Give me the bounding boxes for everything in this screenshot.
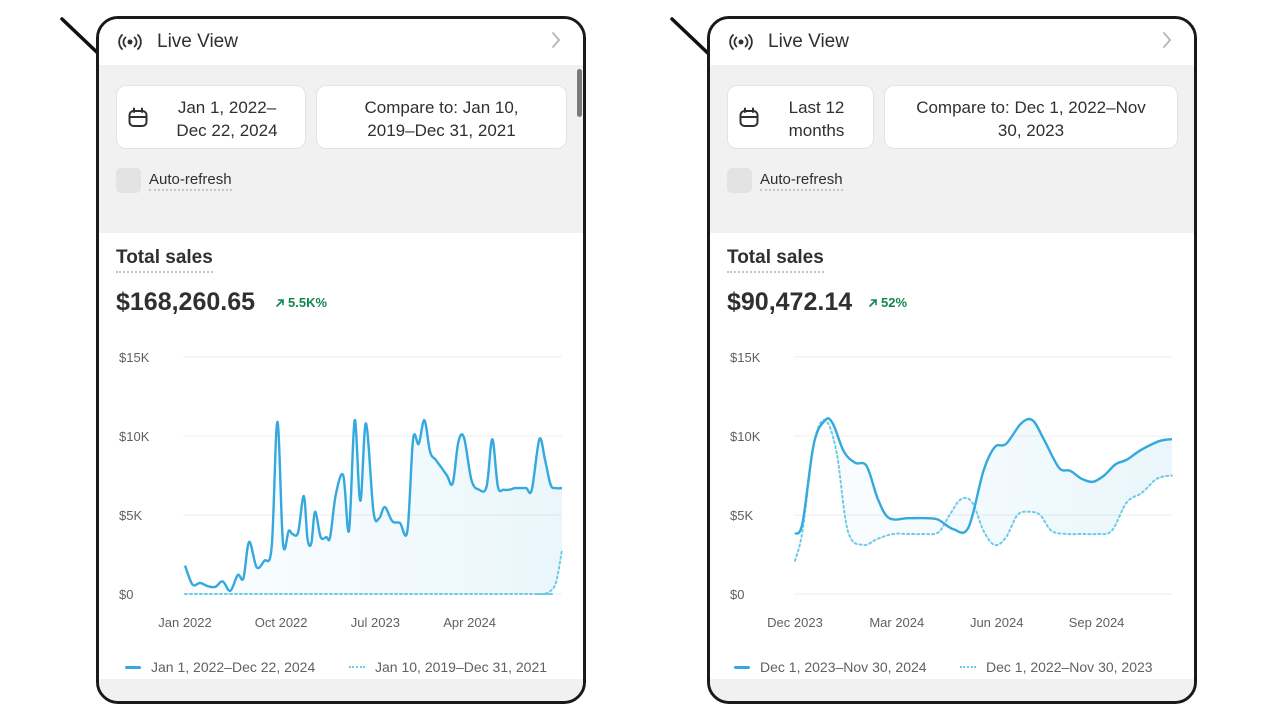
live-view-row[interactable]: Live View [99, 19, 583, 65]
x-tick-label: Jan 2022 [158, 615, 212, 630]
legend-compare[interactable]: Dec 1, 2022–Nov 30, 2023 [960, 659, 1153, 675]
current-series-line [183, 418, 563, 593]
calendar-icon [739, 107, 759, 127]
bottom-strip [99, 679, 583, 701]
y-tick-label: $15K [730, 350, 761, 365]
auto-refresh-label[interactable]: Auto-refresh [760, 171, 843, 191]
live-view-label: Live View [768, 31, 849, 52]
compare-label: Compare to: Dec 1, 2022–Nov 30, 2023 [916, 98, 1146, 140]
y-tick-label: $10K [730, 429, 761, 444]
legend-dotted-swatch [349, 666, 365, 668]
trend-up-arrow-icon [276, 298, 284, 307]
total-sales-card: Total sales $168,260.65 5.5K% $15K $10K $5… [99, 233, 583, 679]
metric-value: $168,260.65 [116, 288, 256, 316]
series-fill-area [795, 418, 1172, 561]
date-range-button[interactable]: Jan 1, 2022– Dec 22, 2024 [116, 85, 306, 149]
compare-label: Compare to: Jan 10, 2019–Dec 31, 2021 [364, 98, 519, 140]
x-tick-label: Dec 2023 [767, 615, 823, 630]
legend-solid-swatch [125, 665, 141, 669]
filter-area: Jan 1, 2022– Dec 22, 2024 Compare to: Ja… [99, 65, 583, 233]
y-tick-label: $0 [119, 587, 133, 602]
trend-badge: 52% [869, 295, 907, 310]
x-tick-label: Jun 2024 [970, 615, 1024, 630]
y-tick-label: $10K [119, 429, 150, 444]
live-view-label: Live View [157, 31, 238, 52]
y-tick-label: $0 [730, 587, 744, 602]
calendar-icon [128, 107, 148, 127]
compare-button[interactable]: Compare to: Dec 1, 2022–Nov 30, 2023 [884, 85, 1178, 149]
y-tick-label: $5K [730, 508, 753, 523]
analytics-panel-right: Live View Last 12 months Compare to: Dec… [707, 16, 1197, 704]
legend-current-label: Dec 1, 2023–Nov 30, 2024 [760, 659, 927, 675]
live-view-row[interactable]: Live View [710, 19, 1194, 65]
auto-refresh-checkbox[interactable] [116, 168, 141, 193]
legend-solid-swatch [734, 665, 750, 669]
metric-title[interactable]: Total sales [727, 247, 824, 273]
broadcast-icon [728, 34, 754, 50]
chart-legend: Dec 1, 2023–Nov 30, 2024 Dec 1, 2022–Nov… [710, 659, 1194, 679]
broadcast-icon [117, 34, 143, 50]
comparison-series-line [794, 419, 1173, 562]
sales-line-chart: $15K $10K $5K $0 Jan 2022 Oct 2022 Jul 2023 Apr… [119, 350, 563, 630]
current-series-line [794, 417, 1173, 535]
legend-current[interactable]: Dec 1, 2023–Nov 30, 2024 [734, 659, 927, 675]
legend-current-label: Jan 1, 2022–Dec 22, 2024 [151, 659, 316, 675]
date-range-button[interactable]: Last 12 months [727, 85, 874, 149]
date-range-label: Last 12 months [788, 98, 845, 140]
auto-refresh-checkbox[interactable] [727, 168, 752, 193]
chevron-right-icon [552, 32, 561, 48]
comparison-series-line [184, 548, 563, 596]
bottom-strip [710, 679, 1194, 701]
compare-button[interactable]: Compare to: Jan 10, 2019–Dec 31, 2021 [316, 85, 567, 149]
x-tick-label: Apr 2024 [443, 615, 496, 630]
legend-compare[interactable]: Jan 10, 2019–Dec 31, 2021 [349, 659, 547, 675]
legend-compare-label: Dec 1, 2022–Nov 30, 2023 [986, 659, 1153, 675]
legend-current[interactable]: Jan 1, 2022–Dec 22, 2024 [125, 659, 315, 675]
x-tick-label: Sep 2024 [1069, 615, 1125, 630]
trend-label: 5.5K% [288, 295, 328, 310]
total-sales-card: Total sales $90,472.14 52% $15K $10K $5K $0… [710, 233, 1194, 679]
legend-dotted-swatch [960, 666, 976, 668]
x-tick-label: Oct 2022 [255, 615, 308, 630]
x-tick-label: Jul 2023 [351, 615, 400, 630]
trend-badge: 5.5K% [276, 295, 327, 310]
analytics-panel-left: Live View Jan 1, 2022– Dec 22, 2024 Comp… [96, 16, 586, 704]
scrollbar[interactable] [577, 69, 582, 117]
x-tick-label: Mar 2024 [869, 615, 924, 630]
chart-legend: Jan 1, 2022–Dec 22, 2024 Jan 10, 2019–De… [99, 659, 583, 679]
chevron-right-icon [1163, 32, 1172, 48]
legend-compare-label: Jan 10, 2019–Dec 31, 2021 [375, 659, 548, 675]
y-tick-label: $5K [119, 508, 142, 523]
y-tick-label: $15K [119, 350, 150, 365]
trend-label: 52% [881, 295, 908, 310]
filter-area: Last 12 months Compare to: Dec 1, 2022–N… [710, 65, 1194, 233]
auto-refresh-label[interactable]: Auto-refresh [149, 171, 232, 191]
metric-title[interactable]: Total sales [116, 247, 213, 273]
date-range-label: Jan 1, 2022– Dec 22, 2024 [176, 98, 278, 140]
sales-line-chart: $15K $10K $5K $0 Dec 2023 Mar 2024 Jun 2024 Sep… [730, 350, 1173, 630]
metric-value: $90,472.14 [727, 288, 853, 316]
trend-up-arrow-icon [869, 298, 877, 307]
